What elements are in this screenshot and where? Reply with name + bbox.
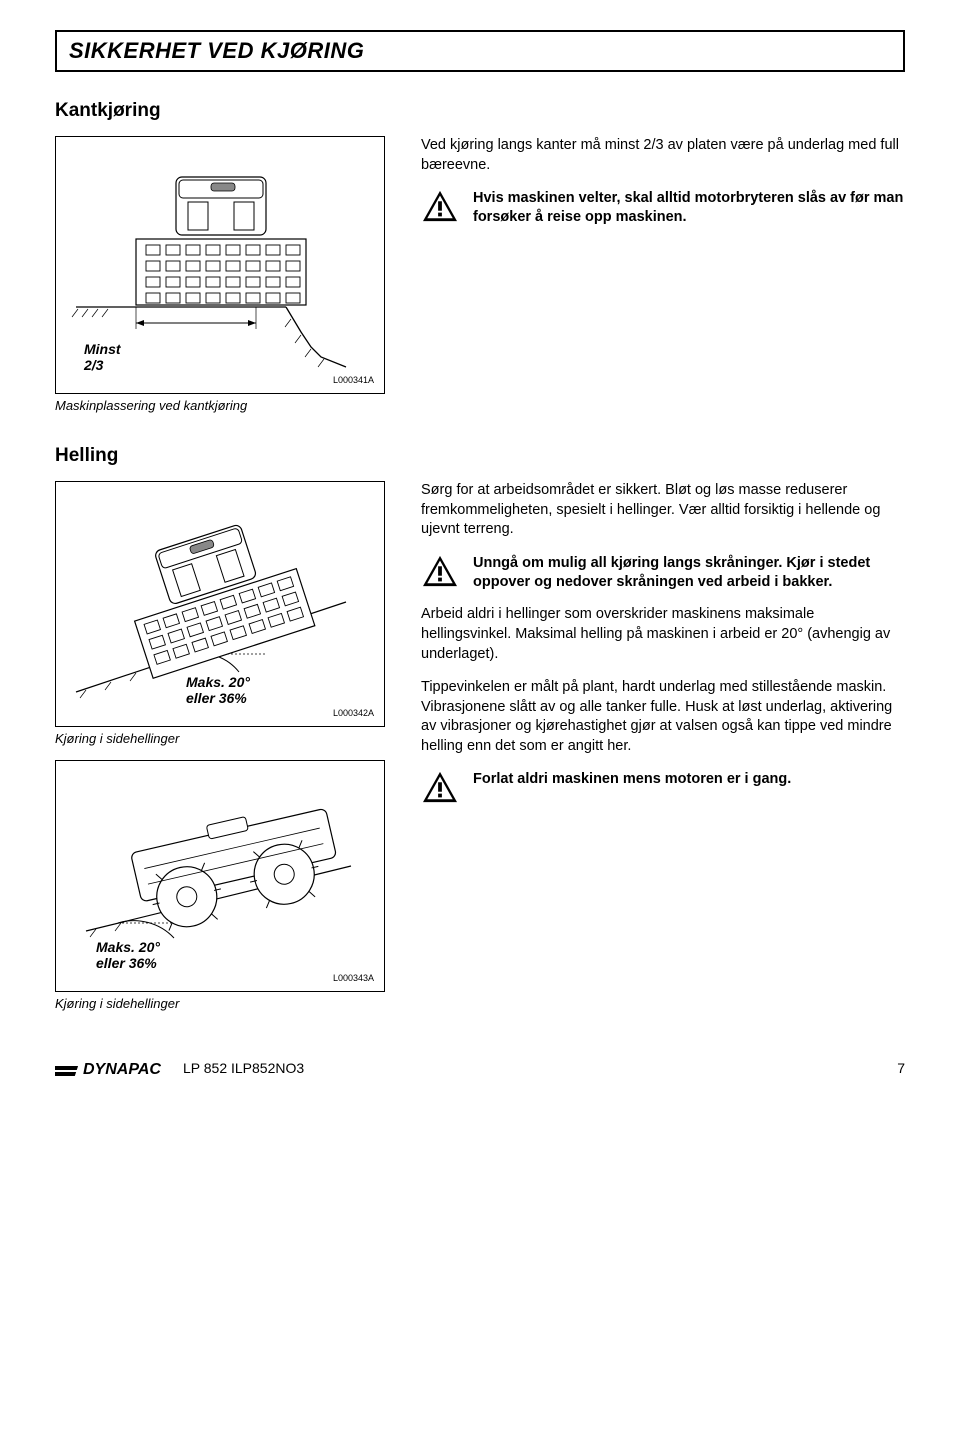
footer-doc-id: LP 852 ILP852NO3: [183, 1060, 304, 1076]
section2-warning2-text: Forlat aldri maskinen mens motoren er i …: [473, 770, 791, 789]
page-footer: DYNAPAC LP 852 ILP852NO3 7: [55, 1057, 905, 1079]
page-title-box: SIKKERHET VED KJØRING: [55, 30, 905, 72]
fig2-label-line1: Maks. 20°: [186, 674, 374, 690]
section-helling: Helling: [55, 445, 905, 1017]
figure-3: Maks. 20° eller 36% L000343A: [55, 760, 385, 992]
fig2-id: L000342A: [66, 708, 374, 718]
section1-body: Ved kjøring langs kanter må minst 2/3 av…: [421, 136, 905, 175]
warning-icon: [421, 189, 459, 223]
fig1-id: L000341A: [66, 375, 374, 385]
fig3-label-line2: eller 36%: [96, 955, 374, 971]
page-title: SIKKERHET VED KJØRING: [69, 38, 891, 64]
fig1-caption: Maskinplassering ved kantkjøring: [55, 398, 385, 413]
section2-warning1: Unngå om mulig all kjøring langs skrånin…: [421, 554, 905, 592]
figure-1: Minst 2/3 L000341A: [55, 136, 385, 394]
warning-icon: [421, 554, 459, 588]
roller-side-illustration: [66, 771, 366, 961]
section-kantkjoring: Kantkjøring: [55, 100, 905, 419]
fig2-label-line2: eller 36%: [186, 690, 374, 706]
warning-icon: [421, 770, 459, 804]
section2-body2: Arbeid aldri i hellinger som overskrider…: [421, 605, 905, 664]
section1-heading: Kantkjøring: [55, 100, 905, 122]
figure-2: Maks. 20° eller 36% L000342A: [55, 481, 385, 727]
fig1-label-line1: Minst: [84, 341, 374, 357]
fig1-label-line2: 2/3: [84, 357, 374, 373]
section2-body1: Sørg for at arbeidsområdet er sikkert. B…: [421, 481, 905, 540]
section2-body3: Tippevinkelen er målt på plant, hardt un…: [421, 678, 905, 756]
footer-page-number: 7: [897, 1060, 905, 1076]
section2-warning1-text: Unngå om mulig all kjøring langs skrånin…: [473, 554, 905, 592]
fig2-caption: Kjøring i sidehellinger: [55, 731, 385, 746]
section2-warning2: Forlat aldri maskinen mens motoren er i …: [421, 770, 905, 804]
section1-warning: Hvis maskinen velter, skal alltid motorb…: [421, 189, 905, 227]
section1-warning-text: Hvis maskinen velter, skal alltid motorb…: [473, 189, 905, 227]
fig3-caption: Kjøring i sidehellinger: [55, 996, 385, 1011]
section2-heading: Helling: [55, 445, 905, 467]
fig3-label-line1: Maks. 20°: [96, 939, 374, 955]
svg-text:DYNAPAC: DYNAPAC: [83, 1061, 161, 1078]
fig3-id: L000343A: [66, 973, 374, 983]
dynapac-logo: DYNAPAC: [55, 1057, 165, 1079]
